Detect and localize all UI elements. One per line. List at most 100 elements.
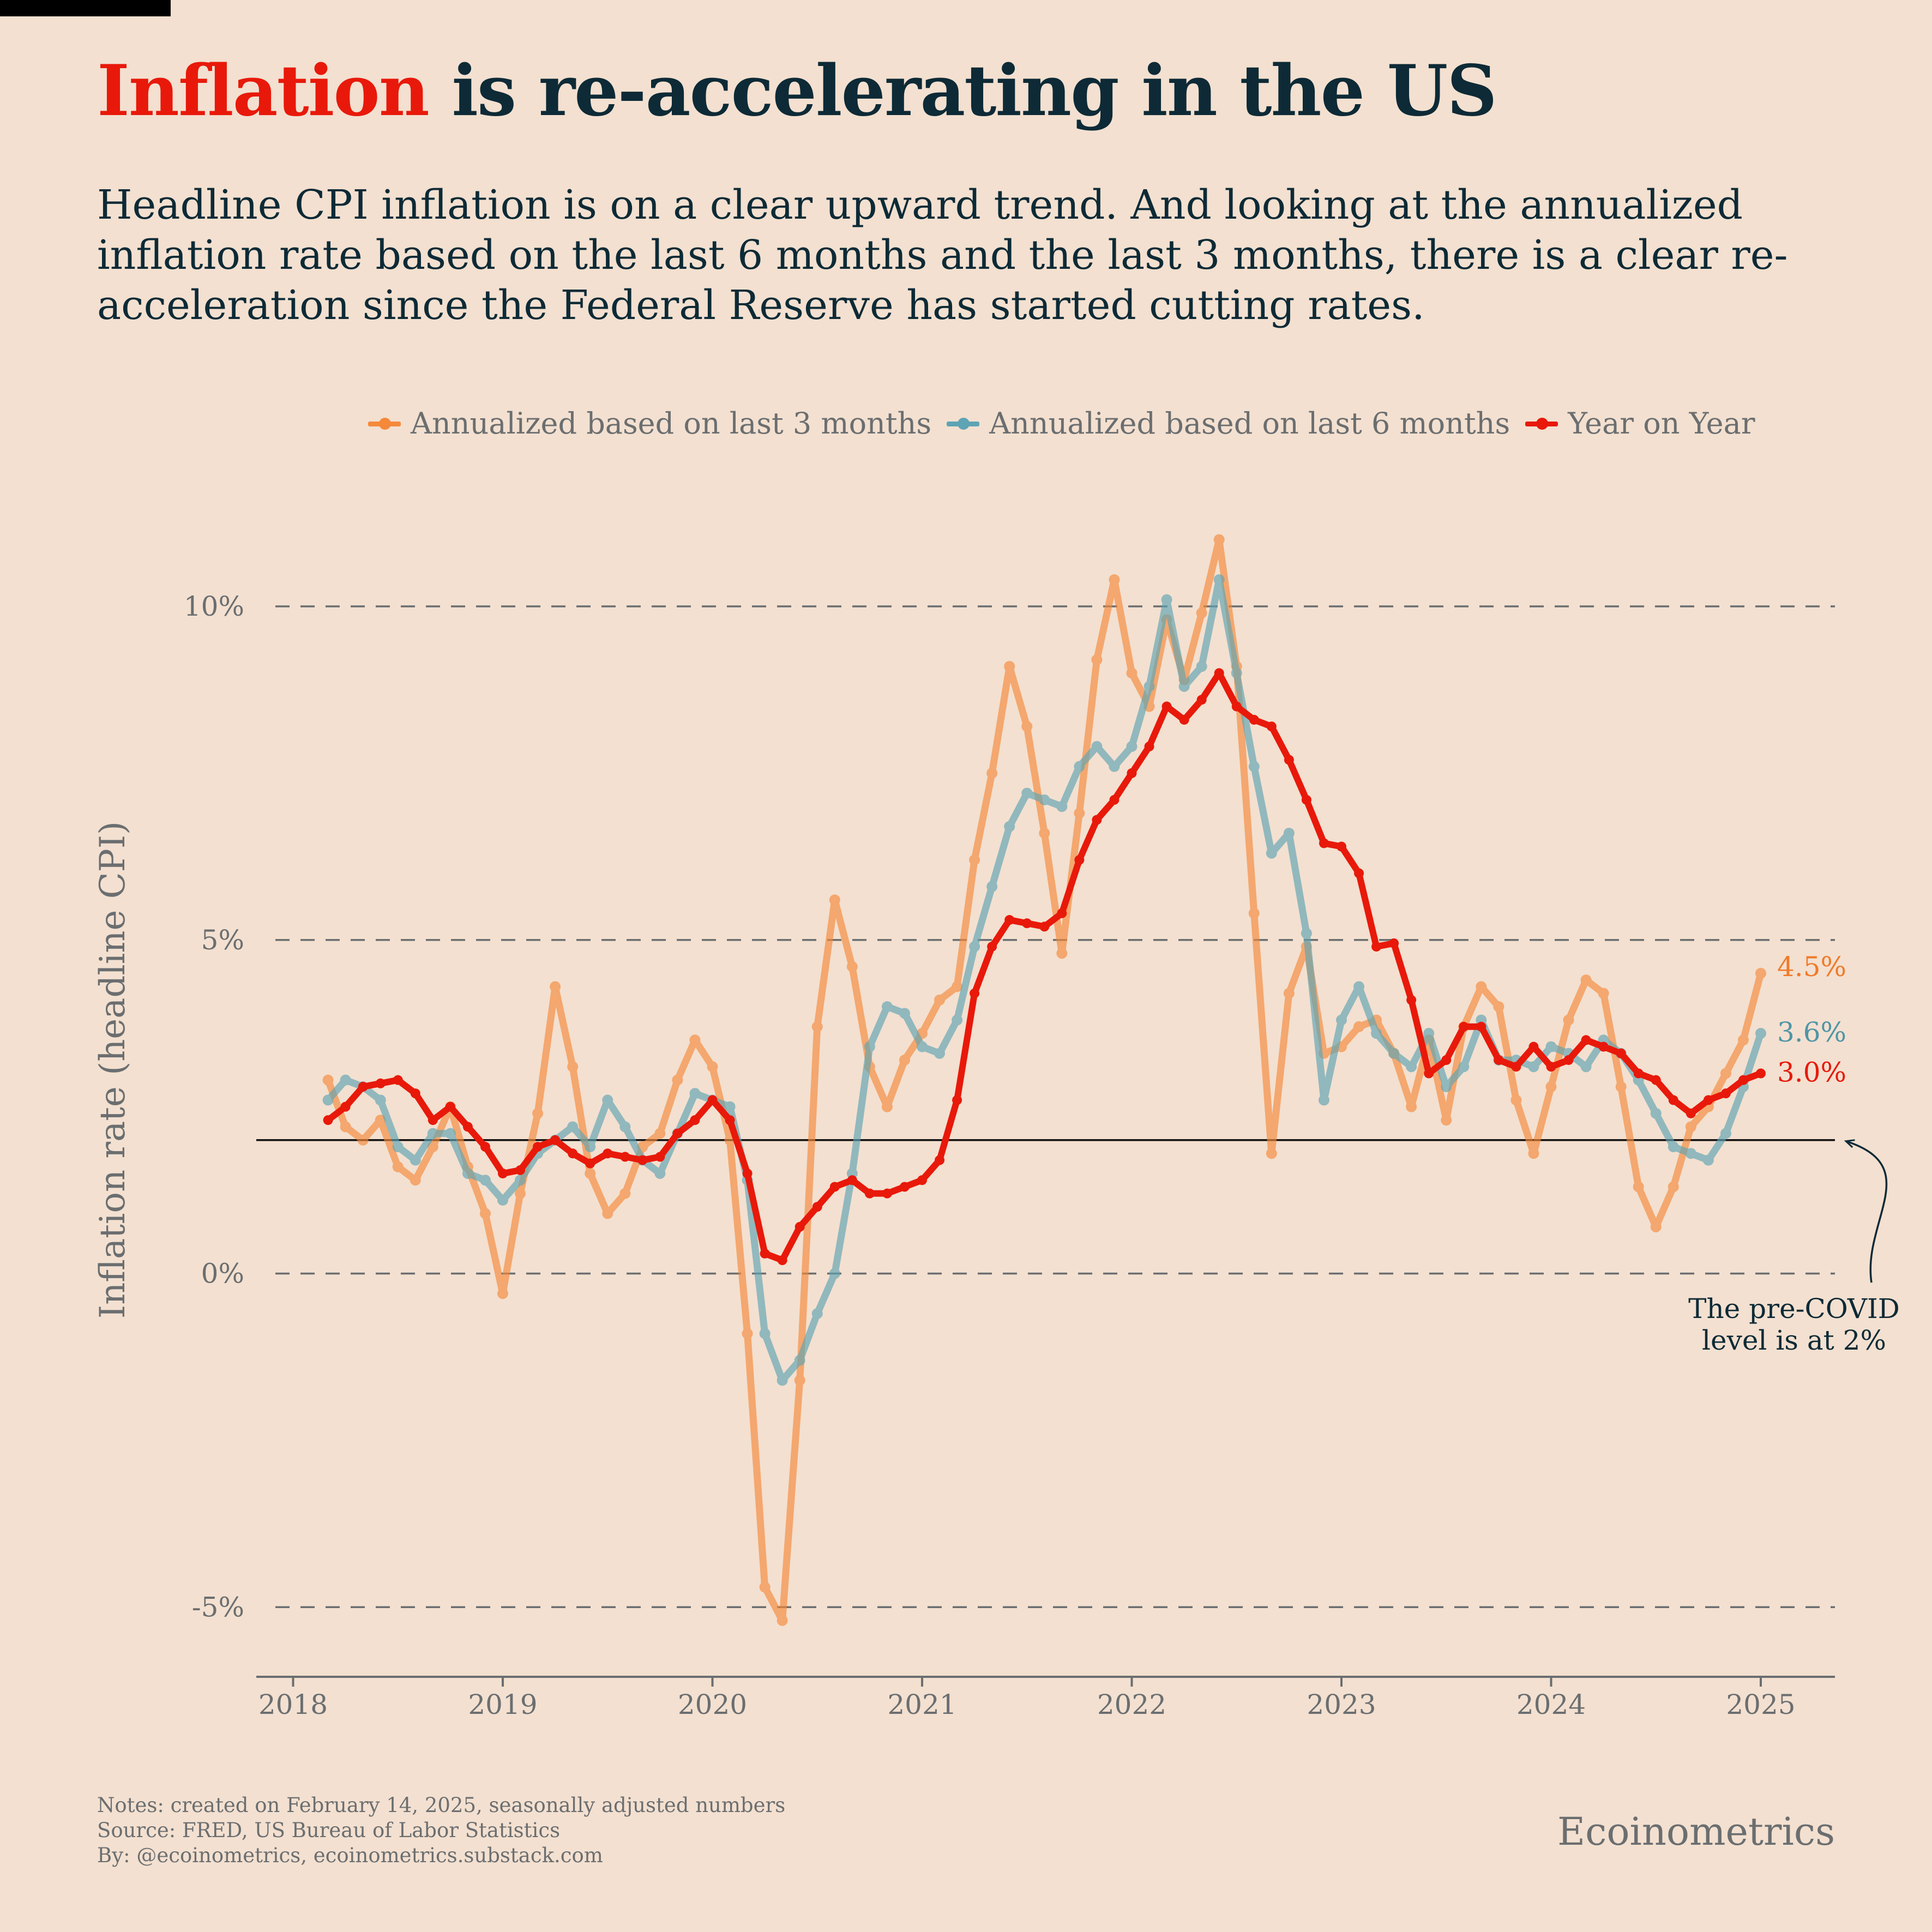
data-point [1074,854,1085,865]
data-point [1756,1068,1766,1079]
data-point [1109,574,1120,586]
legend-item-6-months[interactable]: Annualized based on last 6 months [947,406,1510,441]
data-point [759,1328,771,1339]
data-point [1284,755,1294,765]
x-tick-label: 2023 [1307,1689,1376,1720]
data-point [1546,1062,1556,1072]
data-point [794,1375,805,1386]
y-axis-title: Inflation rate (headline CPI) [93,821,133,1319]
data-point [1336,1014,1347,1026]
data-point [794,1355,805,1366]
data-point [410,1088,420,1099]
data-point [1213,534,1225,545]
data-point [742,1168,753,1178]
series-annualized-6-months [322,574,1766,1386]
data-point [1720,1088,1731,1099]
data-point [935,1155,945,1165]
data-point [881,1101,893,1112]
data-point [1319,838,1329,848]
data-point [1476,1021,1486,1032]
data-point [952,1014,963,1026]
data-point [1109,795,1120,805]
data-point [1144,741,1154,751]
data-point [322,1074,334,1086]
data-point [777,1615,788,1626]
data-point [1459,1021,1469,1032]
data-point [1755,967,1766,979]
footer-byline: By: @ecoinometrics, ecoinometrics.substa… [97,1844,603,1867]
data-point [1686,1108,1696,1118]
data-point [603,1148,613,1159]
data-point [725,1115,735,1126]
legend-key-year-on-year [1525,417,1558,430]
data-point [1214,668,1224,678]
data-point [1354,868,1364,878]
data-point [899,1182,910,1192]
legend-label-6-months: Annualized based on last 6 months [989,406,1510,441]
data-point [1056,801,1068,812]
legend-label-year-on-year: Year on Year [1568,406,1755,441]
data-point [533,1142,543,1152]
data-point [1231,701,1242,712]
legend-item-3-months[interactable]: Annualized based on last 3 months [368,406,931,441]
data-point [1318,1094,1329,1106]
data-point [672,1074,683,1086]
chart-footer: Notes: created on February 14, 2025, sea… [97,1793,785,1868]
data-point [602,1208,613,1219]
data-point [1720,1128,1731,1139]
y-tick-label: 10% [184,591,244,622]
data-point [550,1135,561,1145]
data-point [445,1102,455,1112]
legend-item-year-on-year[interactable]: Year on Year [1525,406,1755,441]
data-point [585,1141,596,1153]
series-line [324,576,1765,1384]
data-point [829,1182,840,1192]
data-point [1039,794,1050,805]
data-point [1266,847,1277,859]
data-point [479,1175,491,1186]
title-highlight: Inflation [97,50,430,132]
data-point [1039,827,1050,839]
data-point [1685,1148,1696,1159]
data-point [969,941,980,952]
data-point [934,1048,946,1059]
legend-key-6-months [947,417,980,430]
x-tick-label: 2024 [1516,1689,1586,1720]
data-point [689,1088,701,1099]
data-point [1196,661,1207,672]
y-tick-label: 0% [201,1258,244,1290]
page-title: Inflation is re-accelerating in the US [97,50,1497,132]
data-point [619,1121,631,1133]
title-rest: is re-accelerating in the US [428,50,1497,132]
data-point [1633,1068,1644,1079]
data-point [1528,1042,1539,1052]
data-point [568,1148,578,1159]
data-point [882,1188,892,1199]
data-point [917,1175,927,1185]
data-point [1581,1035,1591,1045]
data-point [1633,1181,1644,1193]
data-point [410,1175,421,1186]
data-point [899,1008,910,1019]
data-point [829,894,840,906]
data-point [1406,1101,1417,1112]
series-annualized-3-months [322,534,1766,1626]
data-point [952,981,963,992]
data-point [1755,1028,1766,1039]
reference-annotation-line: level is at 2% [1702,1325,1886,1356]
data-point [1441,1115,1452,1126]
series-line [324,536,1765,1624]
data-point [1476,981,1487,992]
data-point [1004,661,1015,672]
data-point [1563,1014,1574,1026]
series-end-label: 3.0% [1777,1056,1846,1088]
data-point [1389,938,1399,948]
data-point [811,1021,823,1032]
data-point [1248,907,1260,919]
data-point [1441,1055,1452,1065]
data-point [392,1141,404,1153]
data-point [1021,787,1033,799]
x-tick-label: 2025 [1726,1689,1795,1720]
data-point [1668,1095,1678,1105]
data-point [340,1102,351,1112]
